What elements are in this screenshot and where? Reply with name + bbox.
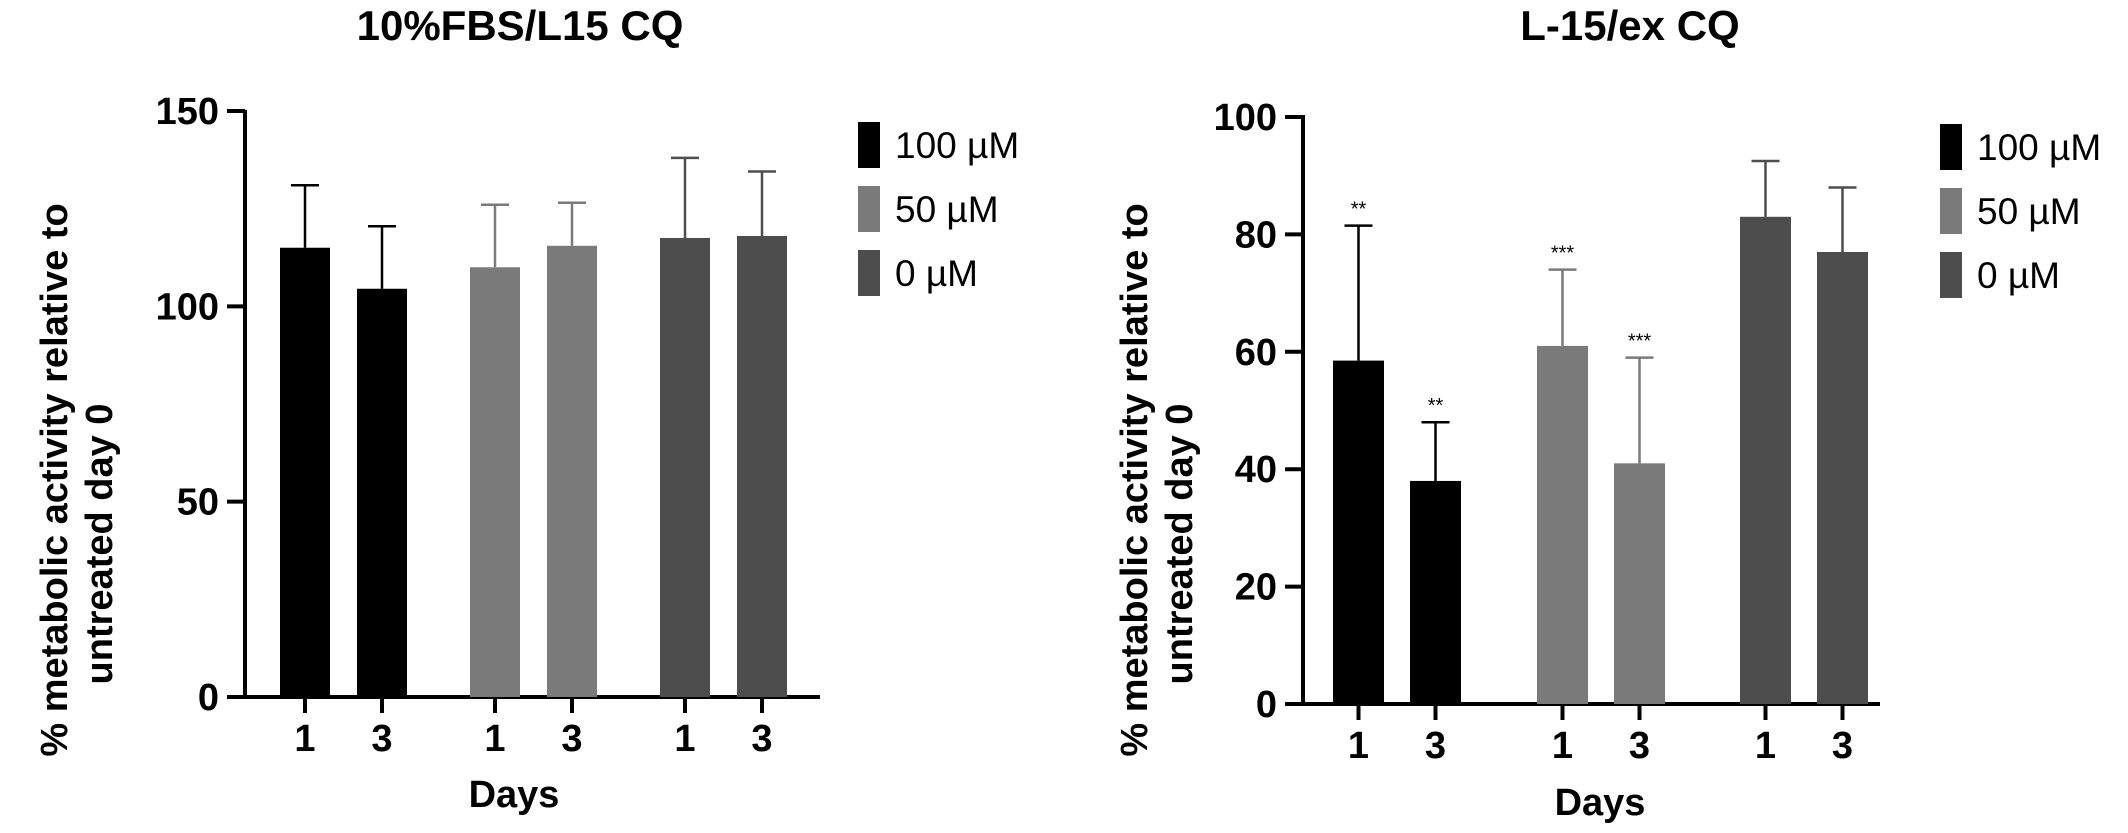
y-tick-label: 50 bbox=[177, 482, 219, 524]
bar bbox=[280, 247, 330, 697]
x-axis: 1 3 1 3 1 3 bbox=[1348, 704, 1853, 767]
legend-swatch bbox=[858, 250, 880, 296]
y-tick-label: 20 bbox=[1235, 567, 1277, 609]
y-tick-label: 150 bbox=[156, 91, 219, 133]
bar bbox=[1740, 216, 1791, 705]
legend-swatch bbox=[1940, 188, 1962, 234]
bar bbox=[1333, 360, 1384, 704]
x-tick-label: 3 bbox=[1832, 725, 1853, 767]
chart-title: 10%FBS/L15 CQ bbox=[357, 2, 684, 49]
legend-label: 50 µM bbox=[895, 189, 999, 230]
legend-label: 0 µM bbox=[1977, 255, 2060, 296]
y-tick-label: 0 bbox=[1256, 684, 1277, 726]
legend-label: 0 µM bbox=[895, 253, 978, 294]
bar bbox=[1817, 252, 1868, 704]
x-tick-label: 1 bbox=[484, 718, 505, 760]
bar bbox=[357, 288, 407, 697]
significance-label: ** bbox=[1351, 199, 1367, 221]
y-tick-label: 40 bbox=[1235, 449, 1277, 491]
legend-swatch bbox=[1940, 252, 1962, 298]
x-tick-label: 1 bbox=[1348, 725, 1369, 767]
legend-label: 100 µM bbox=[1977, 127, 2101, 168]
y-tick-label: 0 bbox=[198, 677, 219, 719]
x-tick-label: 1 bbox=[1552, 725, 1573, 767]
x-tick-label: 1 bbox=[1755, 725, 1776, 767]
y-axis-label-line1: % metabolic activity relative to bbox=[34, 203, 76, 756]
bar bbox=[547, 245, 597, 697]
y-tick-label: 100 bbox=[1214, 97, 1277, 139]
significance-label: *** bbox=[1551, 243, 1575, 265]
bar bbox=[1537, 345, 1588, 704]
y-tick-label: 80 bbox=[1235, 214, 1277, 256]
bars: ********** bbox=[1333, 159, 1868, 705]
x-tick-label: 1 bbox=[674, 718, 695, 760]
y-axis-label-line2: untreated day 0 bbox=[1159, 404, 1201, 685]
x-tick-label: 3 bbox=[371, 718, 392, 760]
chart-left: 10%FBS/L15 CQ % metabolic activity relat… bbox=[34, 2, 1019, 816]
x-tick-label: 3 bbox=[1425, 725, 1446, 767]
legend-label: 100 µM bbox=[895, 125, 1019, 166]
bar bbox=[470, 267, 520, 697]
bar bbox=[1410, 480, 1461, 704]
x-axis-label: Days bbox=[469, 774, 560, 816]
bar bbox=[737, 236, 787, 697]
legend-label: 50 µM bbox=[1977, 191, 2081, 232]
legend: 100 µM 50 µM 0 µM bbox=[1940, 124, 2101, 298]
chart-right: L-15/ex CQ % metabolic activity relative… bbox=[1114, 2, 2101, 824]
bar bbox=[660, 237, 710, 697]
legend-swatch bbox=[858, 122, 880, 168]
legend-swatch bbox=[858, 186, 880, 232]
x-tick-label: 1 bbox=[294, 718, 315, 760]
legend-swatch bbox=[1940, 124, 1962, 170]
significance-label: ** bbox=[1428, 395, 1444, 417]
x-tick-label: 3 bbox=[1629, 725, 1650, 767]
bar bbox=[1614, 463, 1665, 704]
chart-title: L-15/ex CQ bbox=[1520, 2, 1739, 49]
x-axis-label: Days bbox=[1555, 782, 1646, 824]
bars bbox=[280, 156, 787, 697]
x-tick-label: 3 bbox=[561, 718, 582, 760]
y-tick-label: 60 bbox=[1235, 332, 1277, 374]
y-axis: 0 20 40 60 80 100 bbox=[1214, 97, 1303, 726]
y-axis: 0 50 100 150 bbox=[156, 91, 245, 719]
x-axis: 1 3 1 3 1 3 bbox=[294, 697, 773, 760]
x-tick-label: 3 bbox=[751, 718, 772, 760]
y-axis-label-line1: % metabolic activity relative to bbox=[1114, 203, 1156, 756]
significance-label: *** bbox=[1628, 331, 1652, 353]
y-tick-label: 100 bbox=[156, 286, 219, 328]
y-axis-label-line2: untreated day 0 bbox=[79, 404, 121, 685]
legend: 100 µM 50 µM 0 µM bbox=[858, 122, 1019, 296]
